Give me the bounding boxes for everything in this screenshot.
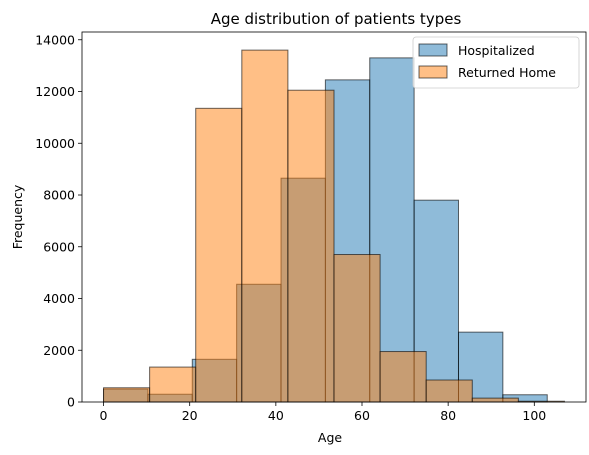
x-tick-label-20: 20 [182,408,198,423]
y-tick-label-8000: 8000 [43,188,75,203]
y-axis-label: Frequency [10,184,25,249]
y-axis: 0 2000 4000 6000 8000 10000 12000 14000 [35,32,82,410]
y-tick-label-12000: 12000 [35,84,75,99]
x-tick-label-60: 60 [354,408,370,423]
legend-swatch-returned-home [418,65,448,79]
x-tick-label-40: 40 [268,408,284,423]
y-tick-label-2000: 2000 [43,343,75,358]
bar-returned-home-6 [379,351,427,403]
bar-returned-home-4 [287,89,335,403]
x-tick-label-0: 0 [100,408,108,423]
legend-swatch-hospitalized [418,43,448,57]
legend-box [412,36,580,89]
bar-returned-home-1 [149,366,197,403]
bar-returned-home-0 [103,387,151,403]
chart-title: Age distribution of patients types [211,10,462,28]
legend-label-hospitalized: Hospitalized [458,43,535,58]
y-tick-label-6000: 6000 [43,239,75,254]
y-tick-label-14000: 14000 [35,32,75,47]
x-axis-label: Age [318,430,342,445]
bars-layer [103,49,565,403]
x-axis: 0 20 40 60 80 100 [100,402,546,423]
y-tick-label-4000: 4000 [43,291,75,306]
bar-returned-home-3 [241,49,289,403]
bar-returned-home-8 [471,397,519,403]
bar-returned-home-7 [425,379,473,403]
y-tick-label-0: 0 [67,395,75,410]
legend: Hospitalized Returned Home [412,36,580,89]
x-tick-label-100: 100 [522,408,546,423]
x-tick-label-80: 80 [440,408,456,423]
legend-label-returned-home: Returned Home [458,65,556,80]
plot-frame [81,31,587,403]
bar-returned-home-5 [333,254,381,403]
y-tick-label-10000: 10000 [35,136,75,151]
bar-returned-home-2 [195,107,243,403]
